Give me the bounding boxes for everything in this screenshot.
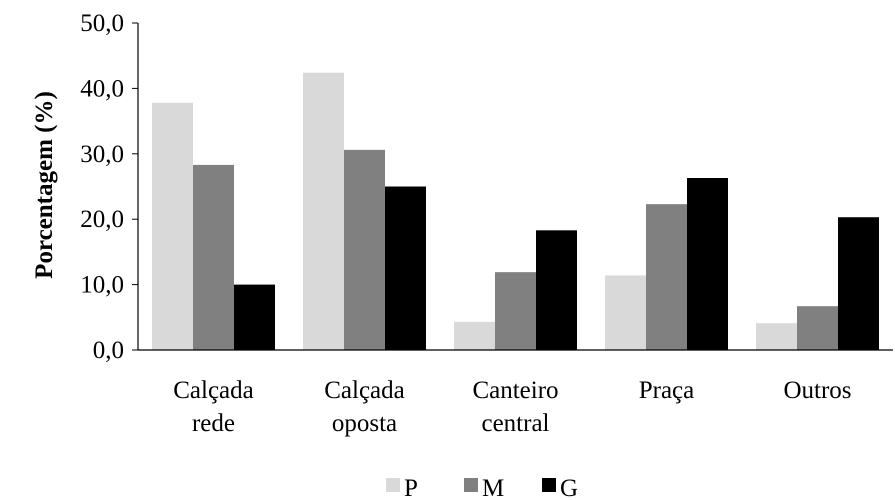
x-category-label: Praça [639,377,695,404]
x-category-label: oposta [332,410,397,437]
y-tick-label: 10,0 [80,272,124,299]
y-tick-label: 0,0 [93,337,124,364]
bar-P [454,321,495,350]
bars [152,72,879,351]
bar-M [495,272,536,350]
legend-label: P [404,475,418,500]
x-category-label: Calçada [324,377,405,404]
bar-G [838,217,879,350]
bar-P [605,275,646,350]
bar-M [193,164,234,350]
x-category-label: Calçada [173,377,254,404]
bar-G [687,177,728,350]
x-category-label: Outros [783,377,851,404]
y-axis-title: Porcentagem (%) [31,91,58,279]
legend-swatch-M [464,478,478,492]
y-axis-ticks: 0,0 10,0 20,0 30,0 40,0 50,0 [80,10,138,364]
bar-G [234,284,275,350]
legend-label: G [560,475,578,500]
axes [137,23,893,351]
x-category-label: rede [192,410,235,437]
bar-P [303,72,344,350]
x-category-label: central [481,410,549,437]
y-tick-label: 20,0 [80,206,124,233]
bar-M [797,306,838,350]
bar-G [385,186,426,350]
bar-G [536,230,577,350]
bar-M [646,204,687,350]
legend-label: M [482,475,504,500]
bar-M [344,149,385,350]
bar-P [152,102,193,351]
x-category-label: Canteiro [472,377,558,404]
x-axis-categories: Calçada rede Calçada oposta Canteiro central P… [173,377,851,437]
y-tick-label: 40,0 [80,75,124,102]
y-tick-label: 50,0 [80,10,124,37]
y-tick-label: 30,0 [80,141,124,168]
legend-swatch-G [542,478,556,492]
legend-swatch-P [386,478,400,492]
bar-P [756,323,797,350]
